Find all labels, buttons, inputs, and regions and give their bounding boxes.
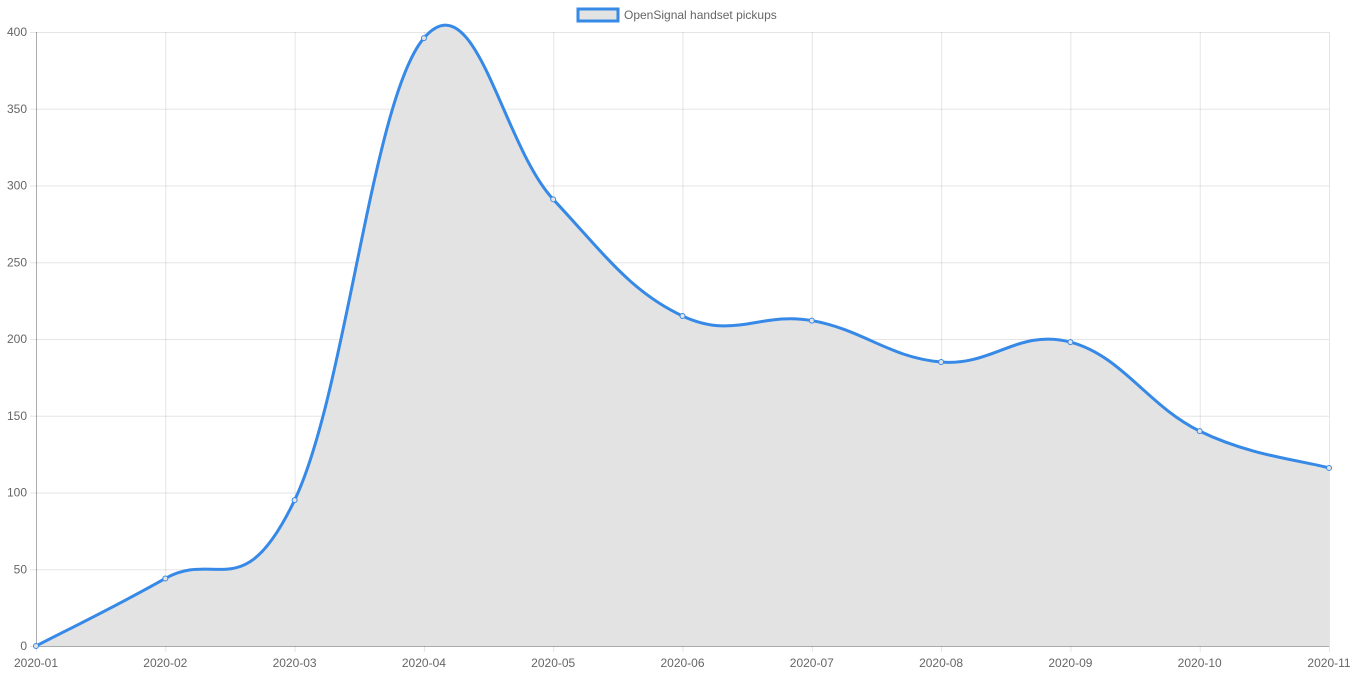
data-point[interactable]	[1326, 464, 1332, 471]
data-point[interactable]	[1067, 339, 1074, 346]
data-point[interactable]	[420, 35, 427, 42]
legend-label[interactable]: OpenSignal handset pickups	[624, 8, 777, 22]
area-layer	[36, 25, 1329, 646]
data-points	[33, 35, 1332, 649]
y-tick-label: 150	[7, 409, 27, 423]
legend[interactable]: OpenSignal handset pickups	[576, 7, 777, 23]
data-point[interactable]	[679, 312, 686, 319]
x-tick-label: 2020-10	[1178, 656, 1222, 670]
axes	[36, 32, 1329, 647]
y-tick-label: 400	[7, 25, 27, 39]
x-tick-label: 2020-05	[531, 656, 575, 670]
x-tick-label: 2020-06	[660, 656, 704, 670]
y-tick-label: 250	[7, 255, 27, 269]
x-tick-label: 2020-11	[1307, 656, 1350, 670]
x-axis-tick-labels: 2020-01 2020-02 2020-03 2020-04 2020-05 2020-…	[14, 656, 1351, 670]
x-tick-label: 2020-03	[273, 656, 317, 670]
legend-swatch[interactable]	[576, 7, 620, 23]
y-axis-tick-labels: 0 50 100 150 200 250 300 350 400	[7, 25, 27, 653]
y-tick-label: 50	[14, 562, 28, 576]
data-point[interactable]	[33, 643, 39, 649]
data-point[interactable]	[808, 317, 815, 324]
x-tick-label: 2020-01	[14, 656, 58, 670]
x-tick-label: 2020-07	[790, 656, 834, 670]
y-tick-label: 0	[20, 639, 27, 653]
data-point[interactable]	[291, 497, 298, 504]
x-tick-label: 2020-02	[143, 656, 187, 670]
x-tick-label: 2020-08	[919, 656, 963, 670]
data-point[interactable]	[938, 359, 945, 366]
y-tick-label: 100	[7, 486, 27, 500]
data-point[interactable]	[162, 575, 169, 582]
y-tick-label: 300	[7, 179, 27, 193]
series-area-fill	[36, 25, 1329, 646]
x-tick-label: 2020-09	[1048, 656, 1092, 670]
data-point[interactable]	[550, 196, 557, 203]
y-tick-label: 200	[7, 332, 27, 346]
data-point[interactable]	[1196, 428, 1203, 435]
x-tick-label: 2020-04	[402, 656, 446, 670]
y-tick-label: 350	[7, 102, 27, 116]
